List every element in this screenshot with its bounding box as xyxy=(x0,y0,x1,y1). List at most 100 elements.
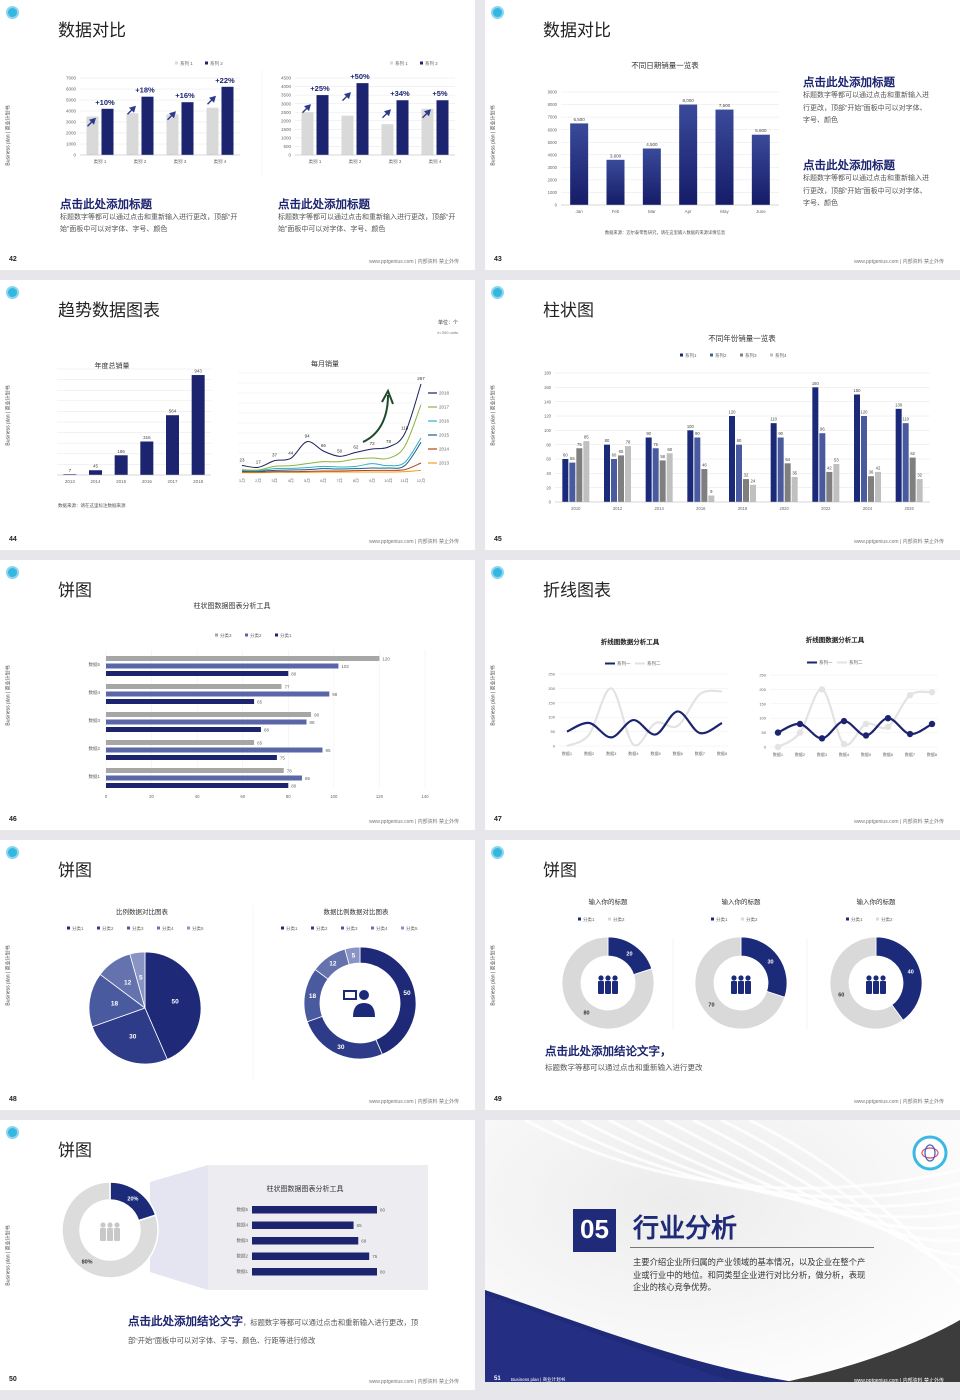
bar xyxy=(854,394,860,502)
tick-label: 2500 xyxy=(281,110,292,115)
data-label: 90 xyxy=(695,431,700,436)
legend-swatch xyxy=(187,926,190,930)
category-label: Apr xyxy=(685,209,693,214)
data-label: 4,500 xyxy=(646,142,658,147)
legend-swatch xyxy=(680,353,683,357)
logo-icon xyxy=(491,566,504,579)
legend-item: 系列3 xyxy=(740,352,757,359)
decorative-curve xyxy=(720,1120,960,1270)
bar xyxy=(106,727,261,732)
data-point xyxy=(796,729,804,736)
body xyxy=(738,981,744,994)
conclusion-body: ，标题数字等都可以通过点击和重新输入进行更改，顶部“开始”面板中可以对字体、字号… xyxy=(128,1318,419,1345)
bar xyxy=(252,1221,354,1229)
growth-label: +18% xyxy=(135,86,155,95)
legend-label: 分类1 xyxy=(583,916,595,923)
data-label: 37 xyxy=(272,453,278,458)
growth-arrow-icon xyxy=(422,109,431,119)
category-label: 3月 xyxy=(271,478,277,483)
body xyxy=(114,1228,120,1241)
legend-label: 2016 xyxy=(439,419,450,424)
bar xyxy=(652,448,659,502)
slice-label: 12 xyxy=(124,980,132,987)
bar xyxy=(106,783,289,788)
category-label: 数据3 xyxy=(236,1237,248,1244)
people-icon xyxy=(598,975,618,994)
data-label: 45 xyxy=(93,464,99,469)
page-number: 43 xyxy=(494,256,502,263)
growth-arrow-icon xyxy=(207,95,216,105)
slice-label: 12 xyxy=(329,960,337,967)
category-label: 7月 xyxy=(337,478,343,483)
legend-swatch xyxy=(371,926,374,930)
tick-label: 100 xyxy=(544,428,552,433)
bar xyxy=(106,699,255,704)
category-label: 数据4 xyxy=(236,1222,248,1229)
people-icon xyxy=(100,1222,120,1241)
footer-url: www.pptgenius.com | 内部资料 禁止外传 xyxy=(854,259,944,265)
footer-url: www.pptgenius.com | 内部资料 禁止外传 xyxy=(369,259,459,265)
bar xyxy=(316,95,329,155)
bar xyxy=(791,476,798,502)
slice-label: 5 xyxy=(352,952,356,959)
logo-orbit xyxy=(924,1144,936,1162)
bar xyxy=(106,712,312,717)
category-label: 2022 xyxy=(821,506,831,511)
tick-label: 3000 xyxy=(281,101,292,106)
side-label: Business plan | 商业计划书 xyxy=(490,945,497,1006)
bar xyxy=(101,108,114,155)
legend-swatch xyxy=(740,353,743,357)
slide-48: 比例数据对比图表 分类1 分类2 分类3 分类4 分类5 50 30 18 12 5 数据比例数据对比… xyxy=(0,840,475,1110)
slice-label: 80 xyxy=(583,1011,589,1017)
slide-47: 折线图数据分析工具 系列一 系列二 0 50 100 150 200 250 数据1 数据2 数据3 数… xyxy=(485,560,960,830)
decorative-curve xyxy=(748,1120,960,1284)
legend-swatch xyxy=(67,926,70,930)
body xyxy=(612,981,618,994)
slide-45: 不同年份销量一览表 系列1 系列2 系列3 系列4 0 20 40 60 80 100 120 140 1… xyxy=(485,280,960,550)
block-heading: 点击此处添加标题 xyxy=(278,199,370,211)
category-label: 11月 xyxy=(401,478,409,483)
data-label: 50 xyxy=(337,448,343,453)
data-label: 90 xyxy=(314,712,320,717)
body xyxy=(107,1228,113,1241)
bar xyxy=(618,455,624,502)
data-label: 75 xyxy=(577,442,582,447)
tick-label: 1000 xyxy=(281,135,292,140)
bar xyxy=(729,416,735,502)
tick-label: 7000 xyxy=(66,76,77,81)
data-label: 42 xyxy=(827,465,832,470)
zoom-projection xyxy=(150,1165,208,1290)
legend-label: 分类2 xyxy=(316,925,328,932)
category-label: 类别 4 xyxy=(429,158,442,165)
chart-title: 输入你的标题 xyxy=(857,897,897,906)
body xyxy=(605,981,611,994)
legend-label: 2014 xyxy=(439,447,450,452)
tick-label: 140 xyxy=(544,399,552,404)
section-number: 05 xyxy=(580,1214,609,1244)
head xyxy=(873,975,879,981)
tick-label: 5000 xyxy=(548,140,558,145)
data-point xyxy=(884,723,892,731)
slice-label: 60 xyxy=(838,992,844,998)
tick-label: 4500 xyxy=(281,76,292,81)
data-label: 94 xyxy=(305,434,311,439)
series-line-2016 xyxy=(241,437,422,472)
category-label: 2013 xyxy=(65,479,76,484)
category-label: 数据7 xyxy=(905,751,916,757)
bar xyxy=(252,1268,377,1276)
legend-label: 系列 1 xyxy=(395,60,408,67)
bar xyxy=(642,148,661,205)
section-number-box xyxy=(573,1209,616,1252)
bar xyxy=(895,408,902,502)
data-label: 35 xyxy=(792,470,797,475)
slice xyxy=(91,1007,168,1065)
data-label: 78 xyxy=(626,440,631,445)
data-label: 80 xyxy=(291,783,297,788)
legend-item: 分类2 xyxy=(311,925,328,932)
bar xyxy=(750,484,756,502)
bar xyxy=(736,444,742,502)
block-heading: 点击此处添加标题 xyxy=(60,199,152,211)
